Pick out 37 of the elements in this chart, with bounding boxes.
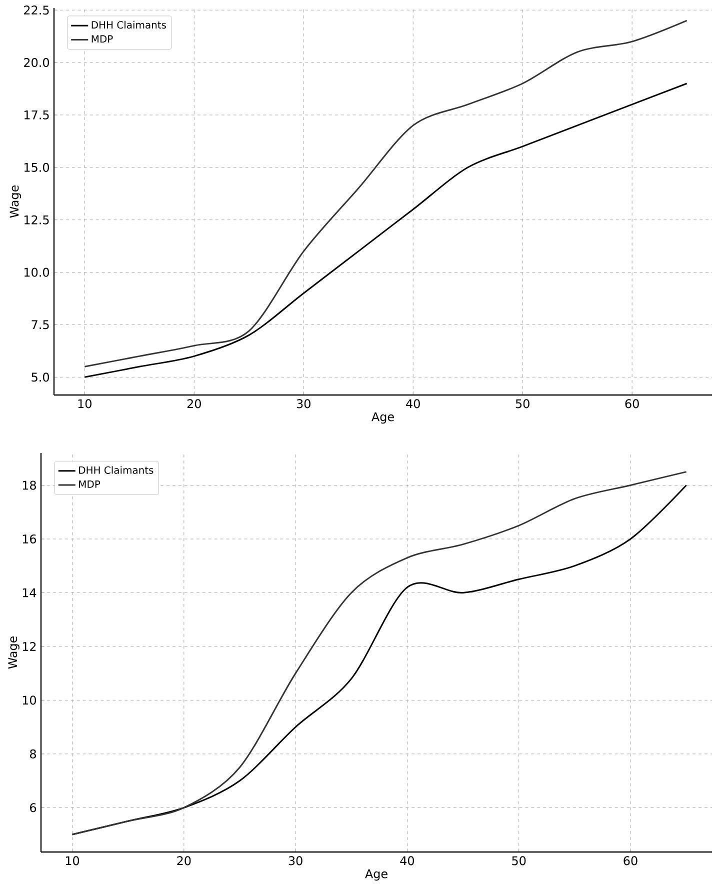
x-tick-label: 50	[512, 856, 526, 866]
y-tick-label: 22.5	[24, 6, 49, 15]
x-tick-label: 10	[66, 856, 80, 866]
x-tick-label: 40	[406, 399, 420, 408]
x-tick-label: 20	[177, 856, 191, 866]
y-tick-label: 10	[22, 696, 36, 705]
y-tick-label: 20.0	[24, 58, 50, 68]
y-axis-title: Wage	[10, 185, 22, 218]
line-series	[84, 82, 688, 378]
y-tick-label: 18	[22, 480, 36, 490]
x-tick-label: 60	[625, 399, 639, 408]
y-tick-label: 15.0	[24, 162, 50, 172]
x-axis-title: Age	[365, 869, 388, 881]
y-tick-label: 5.0	[32, 372, 50, 382]
legend-label: MDP	[92, 35, 113, 43]
legend-label: DHH Claimants	[92, 20, 166, 29]
x-axis-title: Age	[372, 412, 394, 424]
legend-label: DHH Claimants	[79, 466, 154, 474]
line-series	[84, 20, 688, 368]
x-tick-label: 20	[187, 399, 201, 408]
y-axis-title: Wage	[8, 636, 20, 669]
legend-label: MDP	[79, 480, 100, 488]
x-tick-label: 60	[624, 856, 638, 866]
x-tick-label: 10	[78, 399, 92, 408]
y-tick-label: 7.5	[32, 320, 49, 330]
y-tick-label: 6	[30, 803, 36, 812]
y-tick-label: 8	[30, 749, 36, 758]
y-tick-label: 16	[22, 534, 36, 544]
x-tick-label: 40	[400, 856, 414, 866]
x-tick-label: 30	[288, 856, 302, 866]
x-tick-label: 50	[516, 399, 530, 408]
y-tick-label: 17.5	[24, 110, 49, 120]
y-tick-label: 14	[22, 588, 36, 598]
y-tick-label: 10.0	[24, 268, 50, 277]
y-tick-label: 12.5	[24, 215, 49, 224]
y-tick-label: 12	[22, 642, 36, 651]
x-tick-label: 30	[296, 399, 310, 408]
